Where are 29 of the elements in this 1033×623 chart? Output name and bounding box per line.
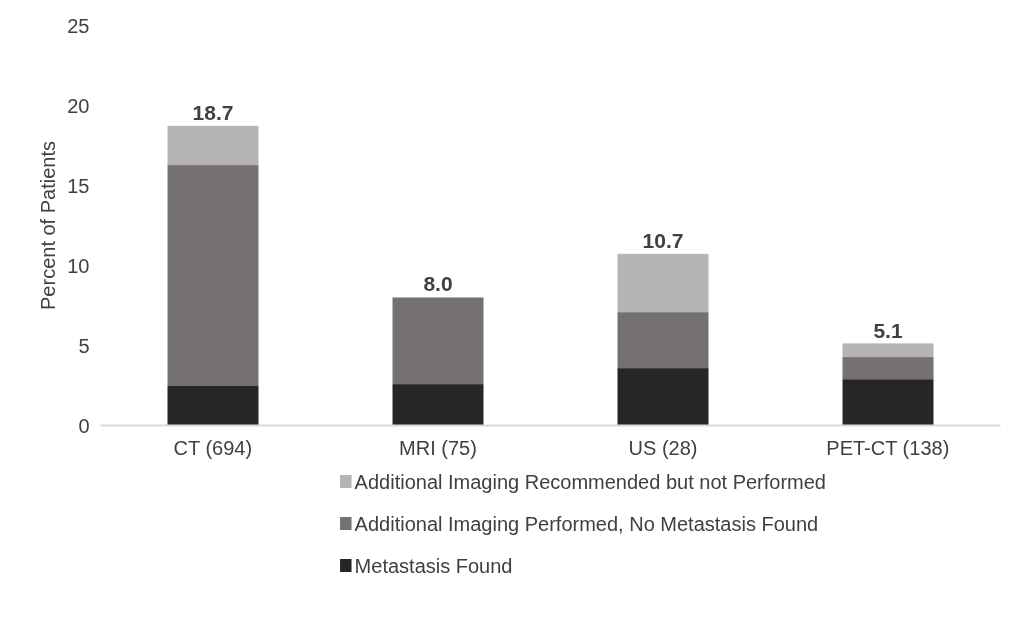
- y-tick-label: 25: [67, 14, 90, 37]
- bar: [617, 367, 709, 426]
- bar: [842, 356, 934, 380]
- bar: [167, 385, 259, 426]
- x-tick-label: US (28): [628, 436, 698, 459]
- bar: [167, 125, 259, 166]
- total-label: 10.7: [642, 228, 684, 252]
- y-tick-label: 10: [67, 254, 90, 277]
- total-label: 18.7: [192, 100, 234, 124]
- legend-label: Additional Imaging Performed, No Metastasis Found: [354, 512, 819, 535]
- x-tick-label: MRI (75): [399, 436, 477, 459]
- legend-label: Additional Imaging Recommended but not Performed: [354, 470, 827, 493]
- x-tick-label: PET-CT (138): [826, 436, 950, 459]
- y-tick-label: 0: [78, 414, 90, 437]
- legend-label: Metastasis Found: [354, 554, 513, 577]
- bar: [842, 343, 934, 358]
- bar: [617, 253, 709, 313]
- y-tick-label: 15: [67, 174, 90, 197]
- y-tick-label: 5: [78, 334, 90, 357]
- y-tick-label: 20: [67, 94, 90, 117]
- bar: [392, 297, 484, 385]
- total-label: 5.1: [873, 318, 903, 342]
- y-axis-title: Percent of Patients: [37, 141, 60, 310]
- bar: [617, 311, 709, 369]
- bar: [392, 383, 484, 426]
- total-label: 8.0: [423, 272, 453, 296]
- bar: [167, 164, 259, 386]
- bar: [842, 378, 934, 426]
- x-tick-label: CT (694): [173, 436, 253, 459]
